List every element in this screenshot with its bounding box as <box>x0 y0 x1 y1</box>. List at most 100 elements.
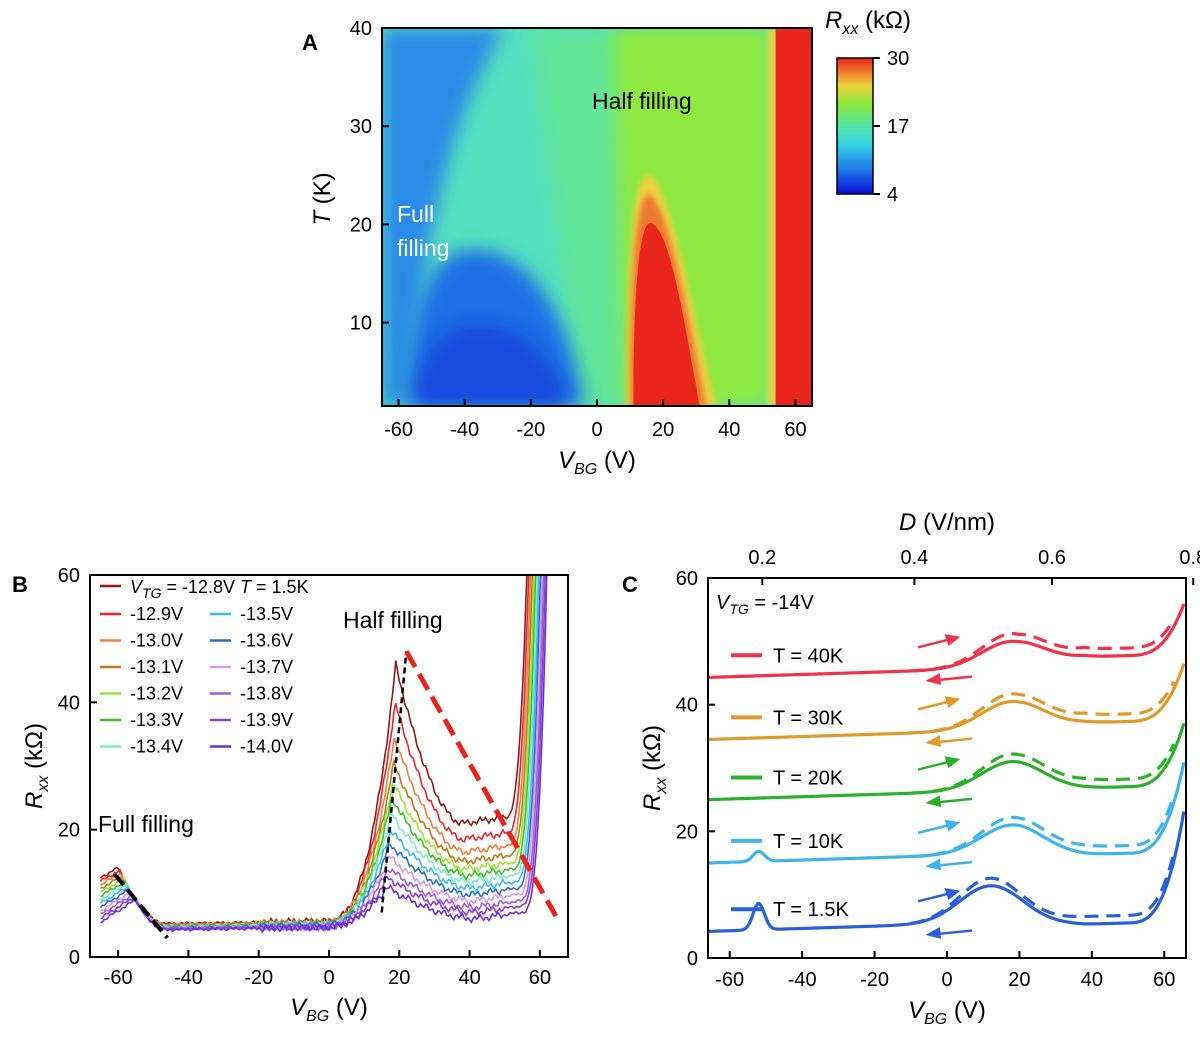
series-label: T = 30K <box>773 707 844 729</box>
x-tick-label: 60 <box>784 419 806 441</box>
arrow-head <box>925 795 942 808</box>
panel-b: -60 -40 -20 0 20 40 60 0 20 40 60 VBG (V) Rxx (kΩ) B V… <box>12 565 569 1025</box>
y-axis-label: Rxx (kΩ) <box>639 725 670 811</box>
x-axis-label: VBG (V) <box>290 994 368 1025</box>
guide-full-filling <box>113 872 169 940</box>
annotation-half-filling: Half filling <box>343 607 443 633</box>
x-axis-label: VBG (V) <box>558 447 636 478</box>
arrow-head <box>944 634 961 646</box>
panel-label: A <box>302 30 318 55</box>
legend-entry: -13.1V <box>130 657 183 677</box>
arrow-head <box>925 673 942 685</box>
y-axis-label: T (K) <box>309 172 336 225</box>
x-tick-label: 60 <box>529 967 551 989</box>
series-label: T = 20K <box>773 768 844 790</box>
colorbar-tick-label: 17 <box>887 116 909 138</box>
annotation-full-filling: Full filling <box>98 811 194 837</box>
arrow-head <box>925 858 942 871</box>
annotation-filling: filling <box>397 235 449 261</box>
panel-label: C <box>622 572 638 597</box>
x-axis-label: VBG (V) <box>908 997 986 1028</box>
x-tick-label: 40 <box>458 967 480 989</box>
panel-c: T = 40K T = 30K T = 20K T = 10K T = 1.5K -60 -… <box>622 509 1200 1028</box>
series-line-dashed <box>910 743 1176 795</box>
series-line-dashed <box>910 794 1176 859</box>
x-tick-label: 20 <box>1008 969 1030 991</box>
top-x-tick-label: 0.2 <box>748 547 776 569</box>
arrow-head <box>944 819 961 832</box>
arrow-forward <box>917 888 961 903</box>
top-x-tick-label: 0.6 <box>1038 547 1066 569</box>
heatmap-full-filling-core <box>415 325 568 406</box>
series-line-dashed <box>910 618 1176 673</box>
annotation-half-filling: Half filling <box>592 88 692 114</box>
series-line-dashed <box>910 680 1176 735</box>
arrow-backward <box>925 735 973 747</box>
series-line <box>100 575 547 933</box>
x-tick-label: 0 <box>591 419 602 441</box>
legend-entry: -13.2V <box>130 684 183 704</box>
x-tick-label: -20 <box>860 969 889 991</box>
header-vtg: VTG = -14V <box>716 592 814 617</box>
y-tick-label: 0 <box>687 948 698 970</box>
x-tick-label: 20 <box>652 419 674 441</box>
arrow-forward <box>917 634 961 649</box>
x-tick-label: -40 <box>788 969 817 991</box>
y-tick-label: 30 <box>350 116 372 138</box>
curves <box>708 603 1186 933</box>
y-tick-label: 10 <box>350 313 372 335</box>
heatmap-high-vbg-edge <box>775 28 812 406</box>
y-tick-label: 0 <box>69 947 80 969</box>
x-tick-label: -60 <box>104 967 133 989</box>
colorbar <box>836 57 874 195</box>
legend-entry: -13.6V <box>240 631 293 651</box>
arrow-backward <box>925 673 973 685</box>
panel-a: -60 -40 -20 0 20 40 60 10 20 30 40 VBG (V) T (K) A Hal… <box>302 7 911 478</box>
top-x-axis-label: D (V/nm) <box>899 509 995 536</box>
x-tick-label: -60 <box>384 419 413 441</box>
arrow-forward <box>917 696 961 711</box>
legend-entry: -13.5V <box>240 604 293 624</box>
legend-entry: -12.9V <box>130 604 183 624</box>
x-tick-label: -40 <box>174 967 203 989</box>
heatmap-edge-halo <box>767 28 778 406</box>
legend-entry: -14.0V <box>240 737 293 757</box>
x-tick-label: 40 <box>718 419 740 441</box>
arrow-backward <box>925 926 973 939</box>
y-axis-label: Rxx (kΩ) <box>21 723 52 809</box>
top-x-tick-label: 0.4 <box>901 547 929 569</box>
legend-entry: -13.8V <box>240 684 293 704</box>
y-tick-label: 20 <box>676 821 698 843</box>
arrow-forward <box>917 819 961 835</box>
series-line <box>708 811 1186 933</box>
arrow-backward <box>925 858 973 871</box>
x-tick-label: -60 <box>715 969 744 991</box>
heatmap <box>382 28 812 406</box>
curves <box>99 575 548 934</box>
x-tick-label: 40 <box>1081 969 1103 991</box>
x-tick-label: -20 <box>516 419 545 441</box>
y-tick-label: 60 <box>676 568 698 590</box>
heatmap-upper-left-region <box>382 28 505 406</box>
arrow-head <box>925 735 942 747</box>
y-tick-label: 60 <box>58 565 80 587</box>
legend-entry: -13.9V <box>240 710 293 730</box>
x-tick-label: -40 <box>450 419 479 441</box>
arrow-head <box>925 926 942 939</box>
x-tick-label: -20 <box>244 967 273 989</box>
legend-entry: -13.0V <box>130 631 183 651</box>
top-x-tick-label: 0.8 <box>1179 547 1200 569</box>
arrow-forward <box>917 756 961 771</box>
legend-entry: -13.7V <box>240 657 293 677</box>
y-tick-label: 20 <box>350 214 372 236</box>
annotation-full: Full <box>397 201 434 227</box>
colorbar-tick-label: 4 <box>887 184 898 206</box>
colorbar-tick-label: 30 <box>887 48 909 70</box>
x-tick-label: 0 <box>941 969 952 991</box>
heatmap-half-filling-peak <box>633 222 700 406</box>
legend-entry: -13.4V <box>130 737 183 757</box>
arrow-head <box>944 756 961 769</box>
arrow-head <box>944 888 961 900</box>
guide-peak <box>380 651 408 913</box>
y-tick-label: 20 <box>58 820 80 842</box>
